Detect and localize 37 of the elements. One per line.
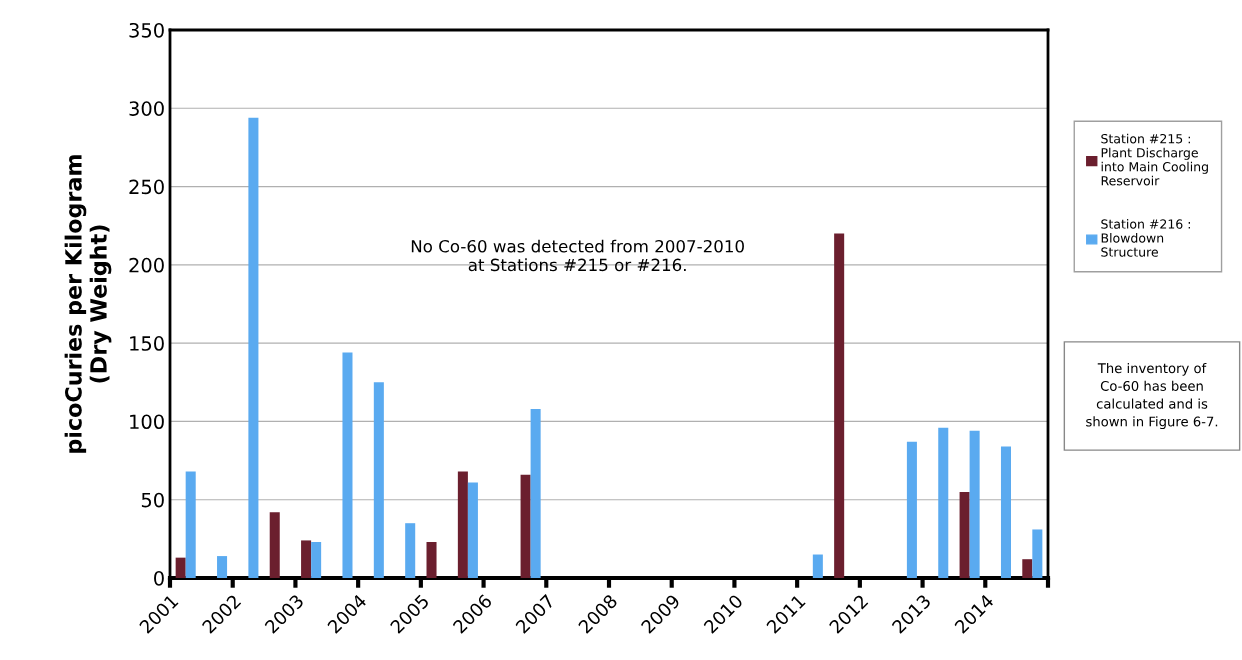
bar [906,441,917,578]
y-tick-label: 200 [129,257,164,273]
bar [269,512,280,578]
y-tick-label: 250 [129,179,164,195]
bar [1032,529,1043,578]
y-tick-label: 100 [130,414,164,430]
y-tick-label: 300 [129,101,164,116]
legend-label: Station #216 : Blowdown Structure [1101,219,1190,257]
bar [248,117,259,578]
y-tick-label: 150 [130,336,164,351]
y-tick-label: 350 [129,22,164,38]
text: The inventory of Co-60 has been calculated and is shown in Figure 6-7. [1086,362,1218,430]
y-tick-label: 0 [154,570,164,586]
legend-label: Station #215 : Plant Discharge into Main Cooling Reservoir [1101,133,1208,186]
bar [530,408,541,578]
bar [520,474,531,578]
bar [217,556,228,578]
bar [426,541,437,578]
bar [175,557,186,578]
bar [373,382,384,578]
bar [834,233,845,578]
bar [342,352,353,578]
bar [969,430,980,578]
bar [938,427,949,578]
y-tick-label: 50 [141,492,164,508]
bar [1022,559,1033,578]
bar [457,471,468,578]
bar [1000,446,1011,578]
bar [959,491,970,578]
bar [311,541,322,578]
bar [301,540,312,578]
bar [405,523,416,578]
bar [185,471,196,578]
y-axis-title: picoCuries per Kilogram (Dry Weight) [64,155,112,453]
bar [812,554,823,578]
annotation: No Co-60 was detected from 2007-2010 at Stations #215 or #216. [411,239,744,272]
bar [467,482,478,578]
